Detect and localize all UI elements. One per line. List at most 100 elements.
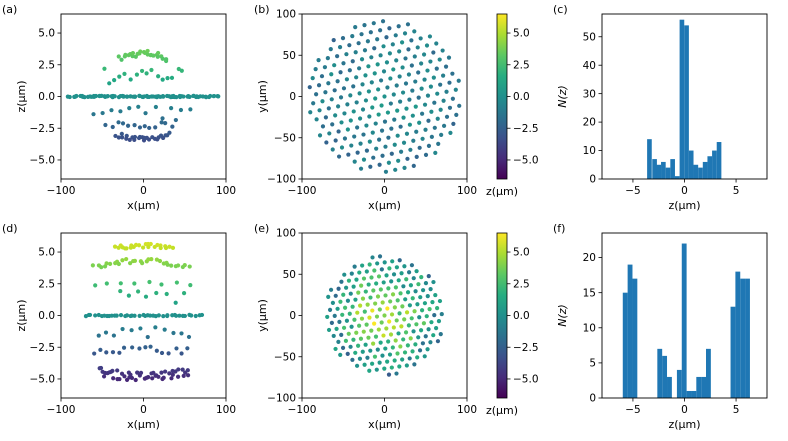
scatter-point <box>199 312 205 318</box>
histogram-bar <box>679 19 685 180</box>
x-axis-label: x(μm) <box>127 418 160 431</box>
scatter-point <box>414 154 419 159</box>
axes-frame <box>601 13 768 180</box>
scatter-point <box>418 295 423 300</box>
histogram-bar <box>730 306 736 398</box>
scatter-point <box>151 53 156 58</box>
scatter-point <box>136 104 141 109</box>
x-tick-label: −5 <box>625 404 640 416</box>
scatter-point <box>174 95 179 100</box>
scatter-point <box>165 313 170 318</box>
scatter-point <box>447 105 453 110</box>
scatter-point <box>364 322 369 327</box>
scatter-point <box>419 308 425 313</box>
x-tick-label: −100 <box>288 185 317 197</box>
scatter-point <box>429 134 434 139</box>
panel-label: (a) <box>2 3 17 16</box>
scatter-point <box>375 62 380 67</box>
y-tick-label: 0.0 <box>38 310 55 322</box>
scatter-point <box>400 304 405 309</box>
scatter-point <box>156 74 161 79</box>
scatter-point <box>112 78 117 83</box>
scatter-point <box>82 95 87 100</box>
scatter-point <box>109 108 114 113</box>
scatter-point <box>374 314 380 319</box>
scatter-point <box>346 331 351 336</box>
scatter-point <box>368 348 373 353</box>
scatter-point <box>397 74 402 79</box>
scatter-point <box>167 130 172 135</box>
scatter-point <box>351 337 356 342</box>
scatter-point <box>387 319 392 324</box>
scatter-point <box>387 352 393 357</box>
scatter-point <box>111 376 116 381</box>
scatter-point <box>357 91 362 96</box>
colorbar-label: z(μm) <box>486 404 518 417</box>
scatter-point <box>403 297 408 302</box>
scatter-point <box>385 110 391 115</box>
scatter-point <box>404 363 409 368</box>
y-axis-label: N(z) <box>556 85 569 108</box>
scatter-point <box>102 66 107 71</box>
scatter-point <box>396 158 401 163</box>
scatter-point <box>412 29 417 34</box>
scatter-point <box>159 350 165 356</box>
scatter-point <box>163 121 168 126</box>
scatter-point <box>134 72 140 77</box>
scatter-point <box>348 118 353 123</box>
scatter-point <box>163 245 169 251</box>
histogram-bar <box>698 167 703 179</box>
scatter-point <box>123 52 128 57</box>
scatter-point <box>435 91 440 96</box>
y-tick-label: 0 <box>289 91 296 103</box>
scatter-point <box>103 122 108 128</box>
scatter-point <box>153 104 158 110</box>
scatter-point <box>425 347 430 352</box>
scatter-point <box>371 21 376 26</box>
x-tick-label: −100 <box>47 404 76 416</box>
scatter-point <box>110 368 115 373</box>
scatter-point <box>393 167 398 172</box>
scatter-point <box>364 123 369 128</box>
scatter-point <box>416 70 421 75</box>
scatter-point <box>375 261 380 266</box>
scatter-point <box>118 109 123 114</box>
scatter-point <box>328 47 333 52</box>
x-tick-label: 0 <box>381 185 388 197</box>
scatter-point <box>379 320 384 325</box>
scatter-point <box>414 129 419 134</box>
scatter-point <box>325 314 330 320</box>
scatter-point <box>204 95 209 100</box>
histogram-bar <box>735 271 741 398</box>
scatter-point <box>410 88 415 93</box>
plot-area <box>325 254 444 377</box>
scatter-point <box>334 326 339 331</box>
scatter-point <box>122 374 127 379</box>
scatter-point <box>354 100 359 105</box>
scatter-point <box>101 374 107 379</box>
scatter-point <box>411 329 416 334</box>
scatter-point <box>360 349 365 354</box>
scatter-point <box>316 58 321 63</box>
scatter-point <box>402 317 407 322</box>
y-tick-label: 5 <box>589 357 596 369</box>
scatter-point <box>329 320 334 325</box>
axes-frame <box>60 13 227 180</box>
scatter-point <box>333 293 338 298</box>
scatter-point <box>138 326 143 331</box>
scatter-point <box>74 93 79 99</box>
scatter-point <box>323 90 328 95</box>
histogram-bar <box>701 376 707 398</box>
y-tick-label: −5.0 <box>30 155 56 167</box>
scatter-point <box>428 287 433 292</box>
scatter-point <box>361 132 366 137</box>
scatter-point <box>349 271 354 276</box>
scatter-point <box>358 336 364 341</box>
scatter-point <box>371 341 376 346</box>
scatter-point <box>454 112 459 117</box>
scatter-point <box>420 136 425 141</box>
scatter-point <box>124 94 129 99</box>
scatter-point <box>348 93 353 98</box>
x-tick-label: 100 <box>457 404 477 416</box>
axes-frame <box>301 13 468 180</box>
